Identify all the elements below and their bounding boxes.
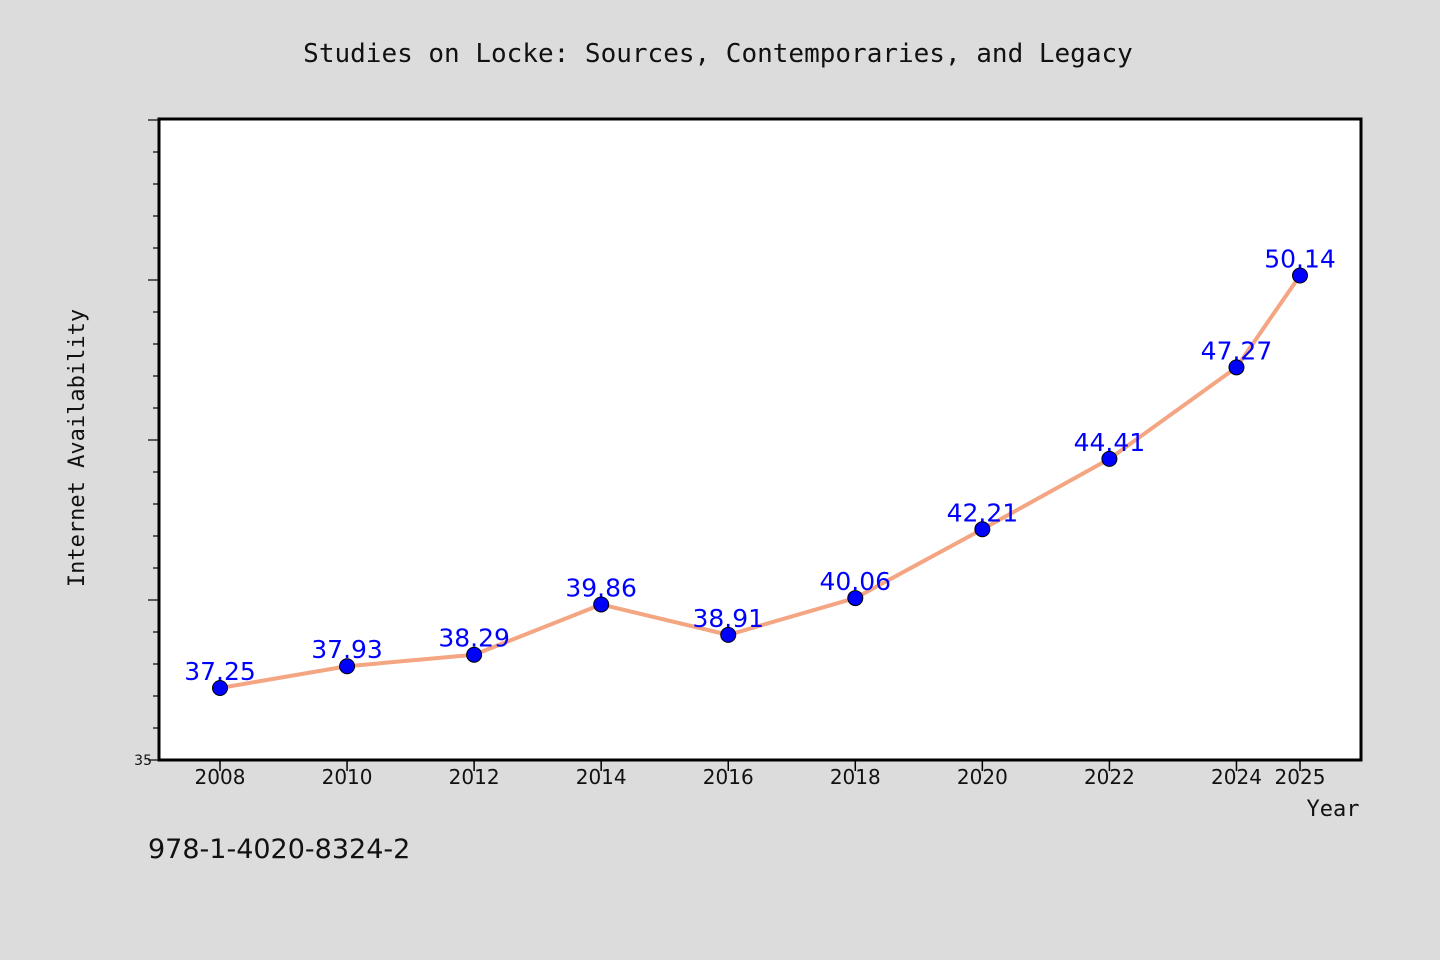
x-tick-label: 2010 [322,765,373,789]
y-tick-label: 35 [134,753,152,769]
x-tick-label: 2025 [1275,765,1326,789]
data-point [1101,450,1118,467]
data-point [847,590,864,607]
x-axis-ticks: 2008 2010 2012 2014 2016 2018 2020 2022 2024 2025 [195,760,1326,789]
data-point [720,626,737,643]
x-tick-label: 2020 [957,765,1008,789]
data-label: 42.21 [947,498,1019,527]
data-label: 38.91 [692,604,764,633]
x-tick-label: 2018 [830,765,881,789]
data-label: 37.25 [184,657,256,686]
data-point [339,658,356,675]
data-label: 47.27 [1201,336,1273,365]
data-point [974,521,991,538]
x-tick-label: 2016 [703,765,754,789]
data-label: 38.29 [438,624,510,653]
isbn-text: 978-1-4020-8324-2 [148,834,411,865]
y-axis-ticks: 35 [134,119,159,769]
data-label: 39.86 [565,573,637,602]
x-tick-label: 2008 [195,765,246,789]
data-point [1292,267,1308,284]
x-tick-label: 2022 [1084,765,1135,789]
x-tick-label: 2014 [576,765,627,789]
chart-title: Studies on Locke: Sources, Contemporarie… [303,39,1133,69]
x-tick-label: 2024 [1211,765,1262,789]
series-line [219,274,1302,690]
data-label: 44.41 [1074,428,1146,457]
data-label: 50.14 [1264,245,1336,274]
data-point [466,646,483,663]
series-layer: 37.25 37.93 38.29 39.86 38.91 40.06 42.21 44.41… [184,245,1336,696]
data-point [1228,359,1245,376]
data-point [593,596,610,613]
y-axis-label: Internet Availability [65,309,90,587]
plot-area [157,117,1363,762]
data-point [212,680,228,696]
x-tick-label: 2012 [449,765,500,789]
data-label: 40.06 [820,567,892,596]
data-label: 37.93 [311,635,383,664]
x-axis-label: Year [1307,797,1360,822]
